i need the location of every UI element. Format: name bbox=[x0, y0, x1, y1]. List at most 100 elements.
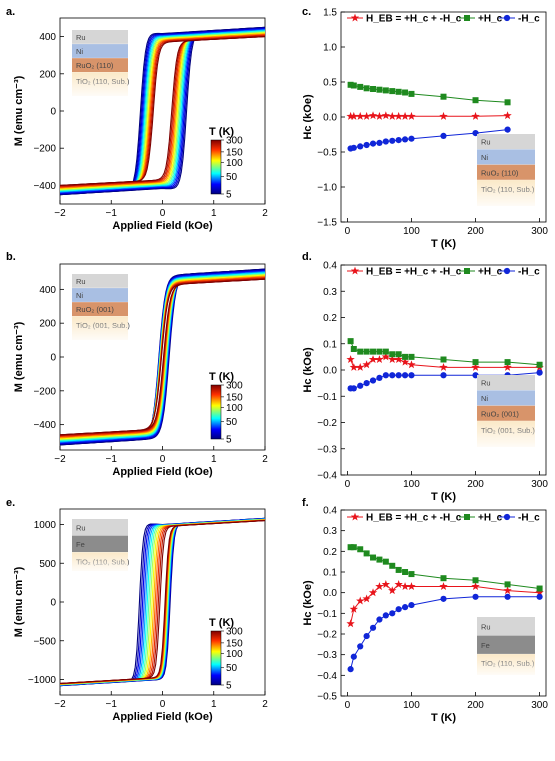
marker-circle bbox=[382, 372, 389, 379]
marker-square bbox=[347, 81, 354, 88]
y-tick-label: 0.2 bbox=[323, 313, 337, 324]
y-axis-label: M (emu cm⁻³) bbox=[13, 566, 25, 637]
loop-branch-down bbox=[60, 26, 265, 196]
layer-label: Fe bbox=[481, 641, 490, 650]
colorbar-tick-label: 100 bbox=[226, 649, 243, 660]
colorbar bbox=[210, 139, 222, 195]
y-tick-label: −0.1 bbox=[317, 392, 337, 403]
marker-circle bbox=[536, 593, 543, 600]
y-tick-label: 1000 bbox=[34, 520, 57, 531]
y-tick-label: −400 bbox=[33, 181, 56, 192]
layer-stack: RuFeTiO₂ (110, Sub.) bbox=[477, 617, 535, 675]
x-tick-label: 200 bbox=[467, 700, 484, 711]
layer-2 bbox=[72, 302, 128, 317]
y-tick-label: 200 bbox=[39, 319, 56, 330]
legend-label: -H_c bbox=[518, 14, 540, 25]
y-axis-label: Hc (kOe) bbox=[302, 94, 314, 140]
x-tick-label: 100 bbox=[403, 700, 420, 711]
x-tick-label: 200 bbox=[467, 479, 484, 490]
marker-star bbox=[375, 582, 384, 591]
loops bbox=[60, 517, 265, 687]
x-axis-label: T (K) bbox=[431, 491, 456, 503]
marker-star bbox=[346, 355, 355, 364]
marker-square bbox=[370, 348, 377, 355]
layer-1 bbox=[477, 390, 535, 406]
marker-star bbox=[368, 588, 378, 597]
colorbar-tick-label: 300 bbox=[226, 136, 243, 147]
panel-label: a. bbox=[6, 6, 15, 18]
layer-2 bbox=[477, 164, 535, 181]
x-axis-label: Applied Field (kOe) bbox=[112, 466, 213, 478]
series-+Hc bbox=[347, 544, 543, 592]
x-tick-label: 0 bbox=[160, 208, 166, 219]
colorbar-tick-label: 50 bbox=[226, 417, 238, 428]
marker-square bbox=[395, 566, 402, 573]
y-tick-label: −0.3 bbox=[317, 444, 337, 455]
x-tick-label: 1 bbox=[211, 699, 217, 710]
x-tick-label: 0 bbox=[345, 226, 351, 237]
marker-square bbox=[472, 577, 479, 584]
x-tick-label: 0 bbox=[160, 699, 166, 710]
marker-circle bbox=[376, 374, 383, 381]
marker-square bbox=[347, 338, 354, 345]
marker-star bbox=[356, 362, 365, 371]
marker-star bbox=[349, 362, 358, 371]
marker-circle bbox=[357, 643, 364, 650]
layer-label: Ni bbox=[76, 291, 83, 300]
marker-star bbox=[346, 111, 355, 120]
marker-circle bbox=[440, 595, 447, 602]
colorbar-tick-label: 300 bbox=[226, 627, 243, 638]
legend-label: +H_c bbox=[478, 267, 503, 278]
marker-star bbox=[375, 355, 384, 364]
marker-circle bbox=[350, 144, 357, 151]
substrate-fade bbox=[477, 180, 535, 206]
marker-square bbox=[472, 359, 479, 366]
loop-branch-down bbox=[60, 278, 265, 436]
marker-circle bbox=[395, 372, 402, 379]
panel-label: f. bbox=[302, 497, 309, 509]
marker-square bbox=[395, 351, 402, 358]
x-tick-label: 0 bbox=[345, 479, 351, 490]
marker-star bbox=[503, 586, 512, 595]
marker-square bbox=[363, 348, 370, 355]
marker-square bbox=[357, 83, 364, 90]
layer-label: RuO₂ (110) bbox=[481, 168, 519, 177]
marker-star bbox=[388, 111, 397, 120]
hc-panel: d. 0 100 200 300 −0.4 −0.3 −0.2 −0.1 0.0 0.1 0.2 0.3… bbox=[302, 251, 548, 503]
x-tick-label: 300 bbox=[531, 700, 548, 711]
loop-branch-down bbox=[60, 28, 265, 194]
marker-star bbox=[362, 360, 371, 369]
marker-circle bbox=[382, 138, 389, 145]
loop-branch-down bbox=[60, 520, 265, 684]
x-axis-label: T (K) bbox=[431, 712, 456, 724]
marker-circle bbox=[503, 14, 511, 22]
y-tick-label: 1.0 bbox=[323, 43, 337, 54]
layer-2 bbox=[72, 58, 128, 73]
layer-label: Ni bbox=[481, 153, 488, 162]
layer-label: RuO₂ (110) bbox=[76, 61, 114, 70]
marker-square bbox=[357, 348, 364, 355]
marker-star bbox=[349, 111, 358, 120]
marker-square bbox=[350, 346, 357, 352]
series-HEB bbox=[346, 111, 512, 120]
marker-circle bbox=[408, 372, 415, 379]
marker-circle bbox=[363, 380, 370, 387]
marker-circle bbox=[363, 141, 370, 149]
x-tick-label: −1 bbox=[106, 699, 118, 710]
marker-circle bbox=[369, 140, 377, 147]
marker-square bbox=[376, 86, 383, 93]
marker-star bbox=[400, 111, 410, 120]
x-axis-label: Applied Field (kOe) bbox=[112, 711, 213, 723]
marker-square bbox=[440, 575, 447, 582]
marker-star bbox=[503, 362, 512, 371]
layer-1 bbox=[477, 149, 535, 165]
marker-circle bbox=[350, 653, 357, 660]
loops bbox=[60, 26, 265, 196]
marker-star bbox=[535, 588, 544, 597]
marker-star bbox=[394, 355, 403, 364]
y-tick-label: −1.5 bbox=[317, 218, 337, 229]
layer-1 bbox=[477, 635, 535, 655]
marker-star bbox=[388, 355, 397, 364]
marker-square bbox=[389, 562, 396, 569]
marker-square bbox=[402, 89, 409, 96]
